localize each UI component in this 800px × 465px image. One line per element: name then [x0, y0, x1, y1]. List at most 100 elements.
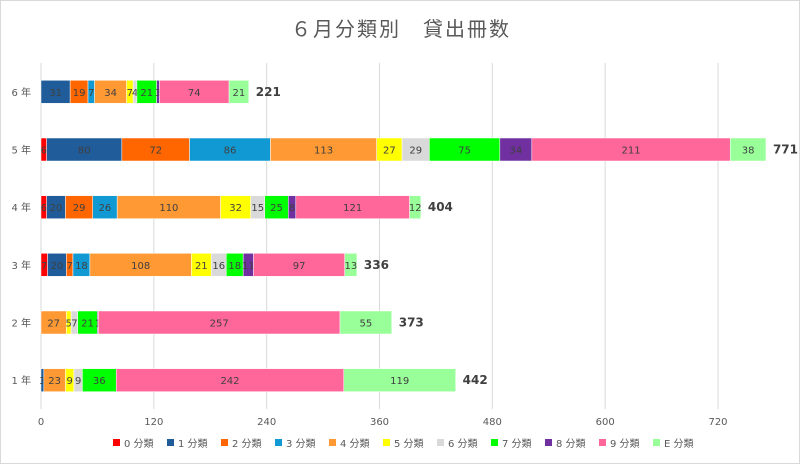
data-label: 29 [409, 146, 422, 157]
data-label: 21 [195, 261, 208, 272]
legend-label: 7 分類 [502, 438, 532, 450]
data-label: 11 [242, 261, 255, 272]
x-tick-label: 360 [370, 417, 389, 428]
data-label: 75 [458, 146, 471, 157]
legend-swatch [383, 439, 390, 446]
data-label: 18 [228, 261, 241, 272]
legend-swatch [437, 439, 444, 446]
data-label: 1 [95, 319, 101, 330]
bar-segment [343, 368, 456, 392]
legend-label: 9 分類 [610, 438, 640, 450]
y-tick-label: 1 年 [11, 374, 31, 387]
data-label: 18 [75, 261, 88, 272]
data-label: 211 [621, 146, 640, 157]
x-tick-label: 0 [38, 417, 44, 428]
legend-label: 4 分類 [340, 438, 370, 450]
data-label: 19 [73, 88, 86, 99]
chart-title: ６月分類別 貸出冊数 [291, 17, 511, 41]
data-label: 36 [93, 376, 106, 387]
bar-segment [344, 253, 358, 277]
data-label: 21 [81, 319, 94, 330]
bar-segment [729, 137, 767, 162]
data-label: 12 [409, 203, 422, 214]
data-label: 13 [344, 261, 357, 272]
data-label: 97 [293, 261, 306, 272]
data-label: 20 [50, 203, 63, 214]
total-label: 442 [463, 373, 488, 387]
legend-swatch [653, 439, 660, 446]
data-label: 21 [140, 88, 153, 99]
legend-label: 6 分類 [448, 438, 478, 450]
data-label: 20 [51, 261, 64, 272]
x-tick-label: 720 [708, 417, 727, 428]
legend-label: 1 分類 [178, 438, 208, 450]
data-label: 7 [127, 88, 133, 99]
legend-swatch [329, 439, 336, 446]
legend-swatch [167, 439, 174, 446]
total-label: 336 [364, 258, 389, 272]
data-label: 74 [188, 88, 201, 99]
legend-swatch [545, 439, 552, 446]
y-tick-label: 5 年 [11, 144, 31, 157]
legend-swatch [113, 439, 120, 446]
data-label: 72 [149, 146, 162, 157]
data-label: 34 [509, 146, 522, 157]
data-label: 26 [99, 203, 112, 214]
data-label: 108 [131, 261, 150, 272]
data-label: 5 [66, 319, 72, 330]
legend-label: 0 分類 [124, 438, 154, 450]
data-label: 110 [159, 203, 178, 214]
data-label: 3 [39, 376, 45, 387]
data-label: 257 [210, 319, 229, 330]
total-label: 404 [428, 200, 453, 214]
bar-segment [228, 80, 250, 104]
data-label: 7 [41, 261, 47, 272]
data-label: 6 [41, 146, 47, 157]
data-label: 27 [47, 319, 60, 330]
data-label: 4 [132, 88, 138, 99]
data-label: 119 [390, 376, 409, 387]
x-tick-label: 480 [483, 417, 502, 428]
data-label: 55 [359, 319, 372, 330]
data-label: 38 [742, 146, 755, 157]
data-label: 21 [233, 88, 246, 99]
legend-label: 5 分類 [394, 438, 424, 450]
data-label: 15 [251, 203, 264, 214]
bar-segment [339, 310, 392, 335]
legend-label: 8 分類 [556, 438, 586, 450]
legend-swatch [491, 439, 498, 446]
data-label: 80 [78, 146, 91, 157]
total-label: 373 [399, 316, 424, 330]
y-tick-label: 3 年 [11, 259, 31, 272]
data-label: 9 [75, 376, 81, 387]
data-label: 27 [383, 146, 396, 157]
data-label: 121 [343, 203, 362, 214]
data-label: 9 [66, 376, 72, 387]
x-tick-label: 240 [257, 417, 276, 428]
legend-label: E 分類 [664, 438, 694, 450]
x-tick-label: 120 [144, 417, 163, 428]
legend-swatch [275, 439, 282, 446]
legend-label: 2 分類 [232, 438, 262, 450]
data-label: 113 [314, 146, 333, 157]
data-label: 34 [104, 88, 117, 99]
data-label: 16 [212, 261, 225, 272]
data-label: 23 [48, 376, 61, 387]
legend-swatch [221, 439, 228, 446]
data-label: 6 [41, 203, 47, 214]
data-label: 3 [155, 88, 161, 99]
data-label: 8 [289, 203, 295, 214]
data-label: 7 [66, 261, 72, 272]
data-label: 7 [71, 319, 77, 330]
y-tick-label: 6 年 [11, 86, 31, 99]
data-label: 31 [49, 88, 62, 99]
data-label: 86 [224, 146, 237, 157]
y-tick-label: 4 年 [11, 201, 31, 214]
total-label: 221 [256, 85, 281, 99]
total-label: 771 [773, 143, 798, 157]
data-label: 242 [220, 376, 239, 387]
data-label: 25 [270, 203, 283, 214]
y-tick-label: 2 年 [11, 317, 31, 330]
